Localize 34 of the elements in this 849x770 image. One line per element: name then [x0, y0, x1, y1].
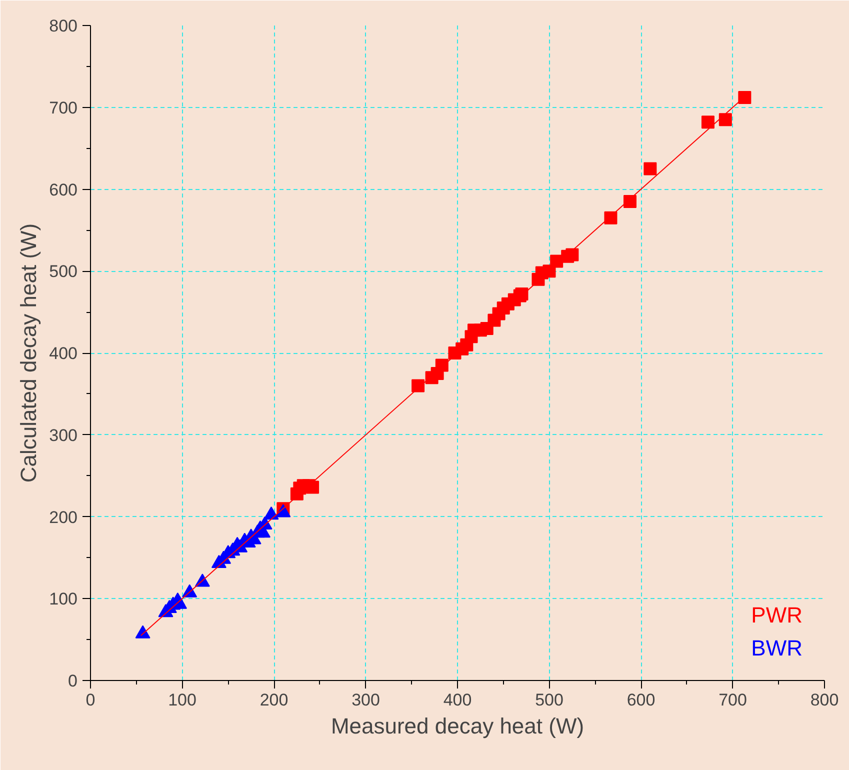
point	[306, 480, 320, 494]
x-tick-label: 700	[718, 690, 747, 710]
y-tick-label: 800	[49, 16, 78, 36]
point	[604, 211, 618, 224]
y-tick-label: 400	[49, 344, 78, 363]
point	[135, 625, 150, 638]
x-tick-label: 0	[86, 690, 96, 710]
point	[738, 91, 752, 104]
point	[412, 379, 425, 392]
x-tick-label: 400	[443, 690, 472, 710]
y-tick-label: 700	[49, 98, 78, 118]
text: BWR	[751, 635, 802, 660]
x-tick-label: 100	[168, 690, 196, 710]
point	[718, 113, 732, 126]
y-tick-label: 600	[49, 180, 78, 200]
y-axis-title: Calculated decay heat (W)	[16, 223, 42, 483]
x-tick-label: 800	[810, 690, 839, 710]
x-tick-label: 300	[352, 690, 380, 710]
y-tick-label: 0	[68, 672, 78, 690]
y-tick-label: 100	[49, 590, 78, 609]
y-tick-label: 300	[49, 426, 78, 445]
point	[644, 162, 657, 176]
x-axis-title: Measured decay heat (W)	[330, 714, 584, 738]
x-tick-label: 600	[626, 690, 656, 710]
text: PWR	[751, 602, 802, 628]
x-tick-label: 200	[260, 690, 288, 710]
point	[566, 248, 579, 262]
point	[264, 506, 279, 520]
point	[623, 195, 636, 208]
y-tick-label: 500	[49, 262, 78, 282]
y-tick-label: 200	[49, 508, 78, 527]
x-tick-label: 500	[535, 690, 564, 710]
point	[701, 116, 714, 129]
point	[435, 358, 448, 372]
